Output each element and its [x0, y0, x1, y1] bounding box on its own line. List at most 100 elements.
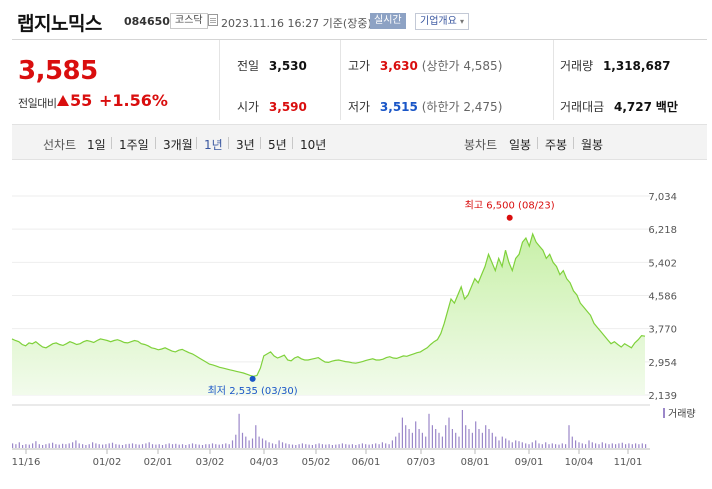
document-icon: [208, 14, 218, 26]
volume-bar: [25, 444, 27, 448]
x-tick-label: 09/01: [515, 457, 544, 468]
volume-bar: [535, 440, 537, 448]
tab-5y[interactable]: 5년: [268, 138, 287, 152]
volume-legend: 거래량: [663, 408, 696, 420]
volume-bar: [358, 444, 360, 448]
tab-3m[interactable]: 3개월: [163, 138, 193, 152]
y-axis-ticks: 7,034 6,218 5,402 4,586 3,770 2,954 2,139: [648, 192, 677, 402]
x-tick-label: 02/01: [144, 457, 173, 468]
volume-legend-label: 거래량: [668, 408, 696, 420]
volume-bar: [45, 444, 47, 448]
volume-bar: [348, 444, 350, 448]
chart-period-tabs: 선차트 1일 1주일 3개월 1년 3년 5년 10년 봉차트 일봉 주봉 월봉: [12, 124, 707, 160]
volume-bar: [645, 444, 647, 448]
stock-header: 랩지노믹스 084650 코스닥 2023.11.16 16:27 기준(장중)…: [0, 0, 712, 40]
tab-10y[interactable]: 10년: [300, 138, 327, 152]
volume-bar: [361, 443, 363, 448]
volume-bar: [315, 444, 317, 448]
volume-bar: [148, 442, 150, 448]
volume-bar: [575, 440, 577, 448]
company-overview-label: 기업개요: [420, 16, 457, 27]
high-annotation: 최고 6,500 (08/23): [465, 200, 555, 212]
tab-divider: [573, 137, 574, 149]
volume-bar: [561, 443, 563, 448]
volume-bar: [121, 445, 124, 448]
volume-bar: [538, 443, 540, 448]
volume-bar: [215, 444, 217, 448]
volume-bar: [65, 444, 67, 448]
tab-divider: [260, 137, 261, 149]
tab-1d[interactable]: 1일: [87, 138, 106, 152]
volume-bar: [445, 425, 447, 448]
volume-bar: [118, 444, 120, 448]
stock-stats: 전일 3,530 시가 3,590 고가 3,630 (상한가 4,585) 저…: [220, 40, 707, 120]
volume-bars: [12, 410, 647, 448]
volume-bar: [431, 425, 433, 448]
tab-weekly-candle[interactable]: 주봉: [545, 138, 568, 152]
tab-divider: [537, 137, 538, 149]
volume-bar: [508, 440, 510, 448]
volume-bar: [135, 444, 137, 448]
volume-bar: [171, 444, 174, 448]
volume-bar: [401, 417, 403, 448]
volume-bar: [238, 413, 240, 448]
volume-bar: [371, 444, 373, 448]
stat-value: 3,530: [268, 59, 307, 73]
volume-bar: [98, 444, 100, 448]
volume-bar: [585, 444, 587, 448]
volume-bar: [265, 440, 267, 448]
volume-bar: [425, 436, 427, 448]
x-tick-label: 01/02: [93, 457, 122, 468]
stats-divider: [340, 40, 341, 120]
volume-bar: [188, 444, 190, 448]
line-chart-label[interactable]: 선차트: [43, 138, 77, 152]
tab-1w[interactable]: 1주일: [119, 138, 149, 152]
change-label: 전일대비: [18, 97, 57, 110]
volume-bar: [195, 444, 197, 448]
volume-bar: [511, 442, 513, 448]
volume-bar: [555, 444, 557, 448]
volume-bar: [598, 444, 600, 448]
volume-bar: [102, 444, 104, 448]
realtime-badge[interactable]: 실시간: [370, 13, 406, 29]
volume-bar: [328, 444, 330, 448]
volume-bar: [405, 425, 407, 448]
volume-bar: [15, 444, 17, 448]
current-price: 3,585: [18, 56, 98, 86]
volume-bar: [275, 444, 277, 448]
stat-open: 시가 3,590: [237, 98, 307, 115]
header-divider: [12, 39, 707, 40]
price-chart[interactable]: 7,034 6,218 5,402 4,586 3,770 2,954 2,139 최고 6…: [0, 160, 712, 489]
volume-bar: [58, 444, 60, 448]
tab-daily-candle[interactable]: 일봉: [509, 138, 532, 152]
stat-value: 4,727: [614, 100, 652, 114]
tab-monthly-candle[interactable]: 월봉: [581, 138, 604, 152]
x-tick-label: 08/01: [461, 457, 490, 468]
volume-bar: [528, 444, 530, 448]
price-line: [11, 232, 646, 377]
volume-bar: [491, 432, 493, 448]
volume-bar: [301, 443, 303, 448]
volume-bar: [545, 442, 547, 448]
x-tick-label: 04/03: [250, 457, 279, 468]
volume-bar: [168, 443, 170, 448]
volume-bar: [198, 444, 200, 448]
y-tick-label: 2,139: [648, 391, 677, 402]
x-tick-label: 05/02: [302, 457, 331, 468]
tab-1y[interactable]: 1년: [204, 138, 223, 152]
volume-bar: [495, 436, 497, 448]
volume-bar: [85, 445, 87, 448]
y-tick-label: 3,770: [648, 325, 677, 336]
volume-bar: [221, 444, 224, 448]
tab-3y[interactable]: 3년: [236, 138, 255, 152]
volume-bar: [32, 443, 34, 448]
candle-chart-label[interactable]: 봉차트: [464, 138, 498, 152]
company-overview-button[interactable]: 기업개요 ▾: [415, 13, 470, 30]
low-marker: [249, 375, 256, 382]
x-axis-ticks: 11/16 01/02 02/01 03/02 04/03 05/02 06/01 07/03…: [12, 449, 642, 468]
y-tick-label: 4,586: [648, 292, 677, 303]
volume-bar: [288, 444, 290, 448]
volume-bar: [125, 444, 127, 448]
tab-divider: [111, 137, 112, 149]
volume-bar: [12, 443, 14, 448]
